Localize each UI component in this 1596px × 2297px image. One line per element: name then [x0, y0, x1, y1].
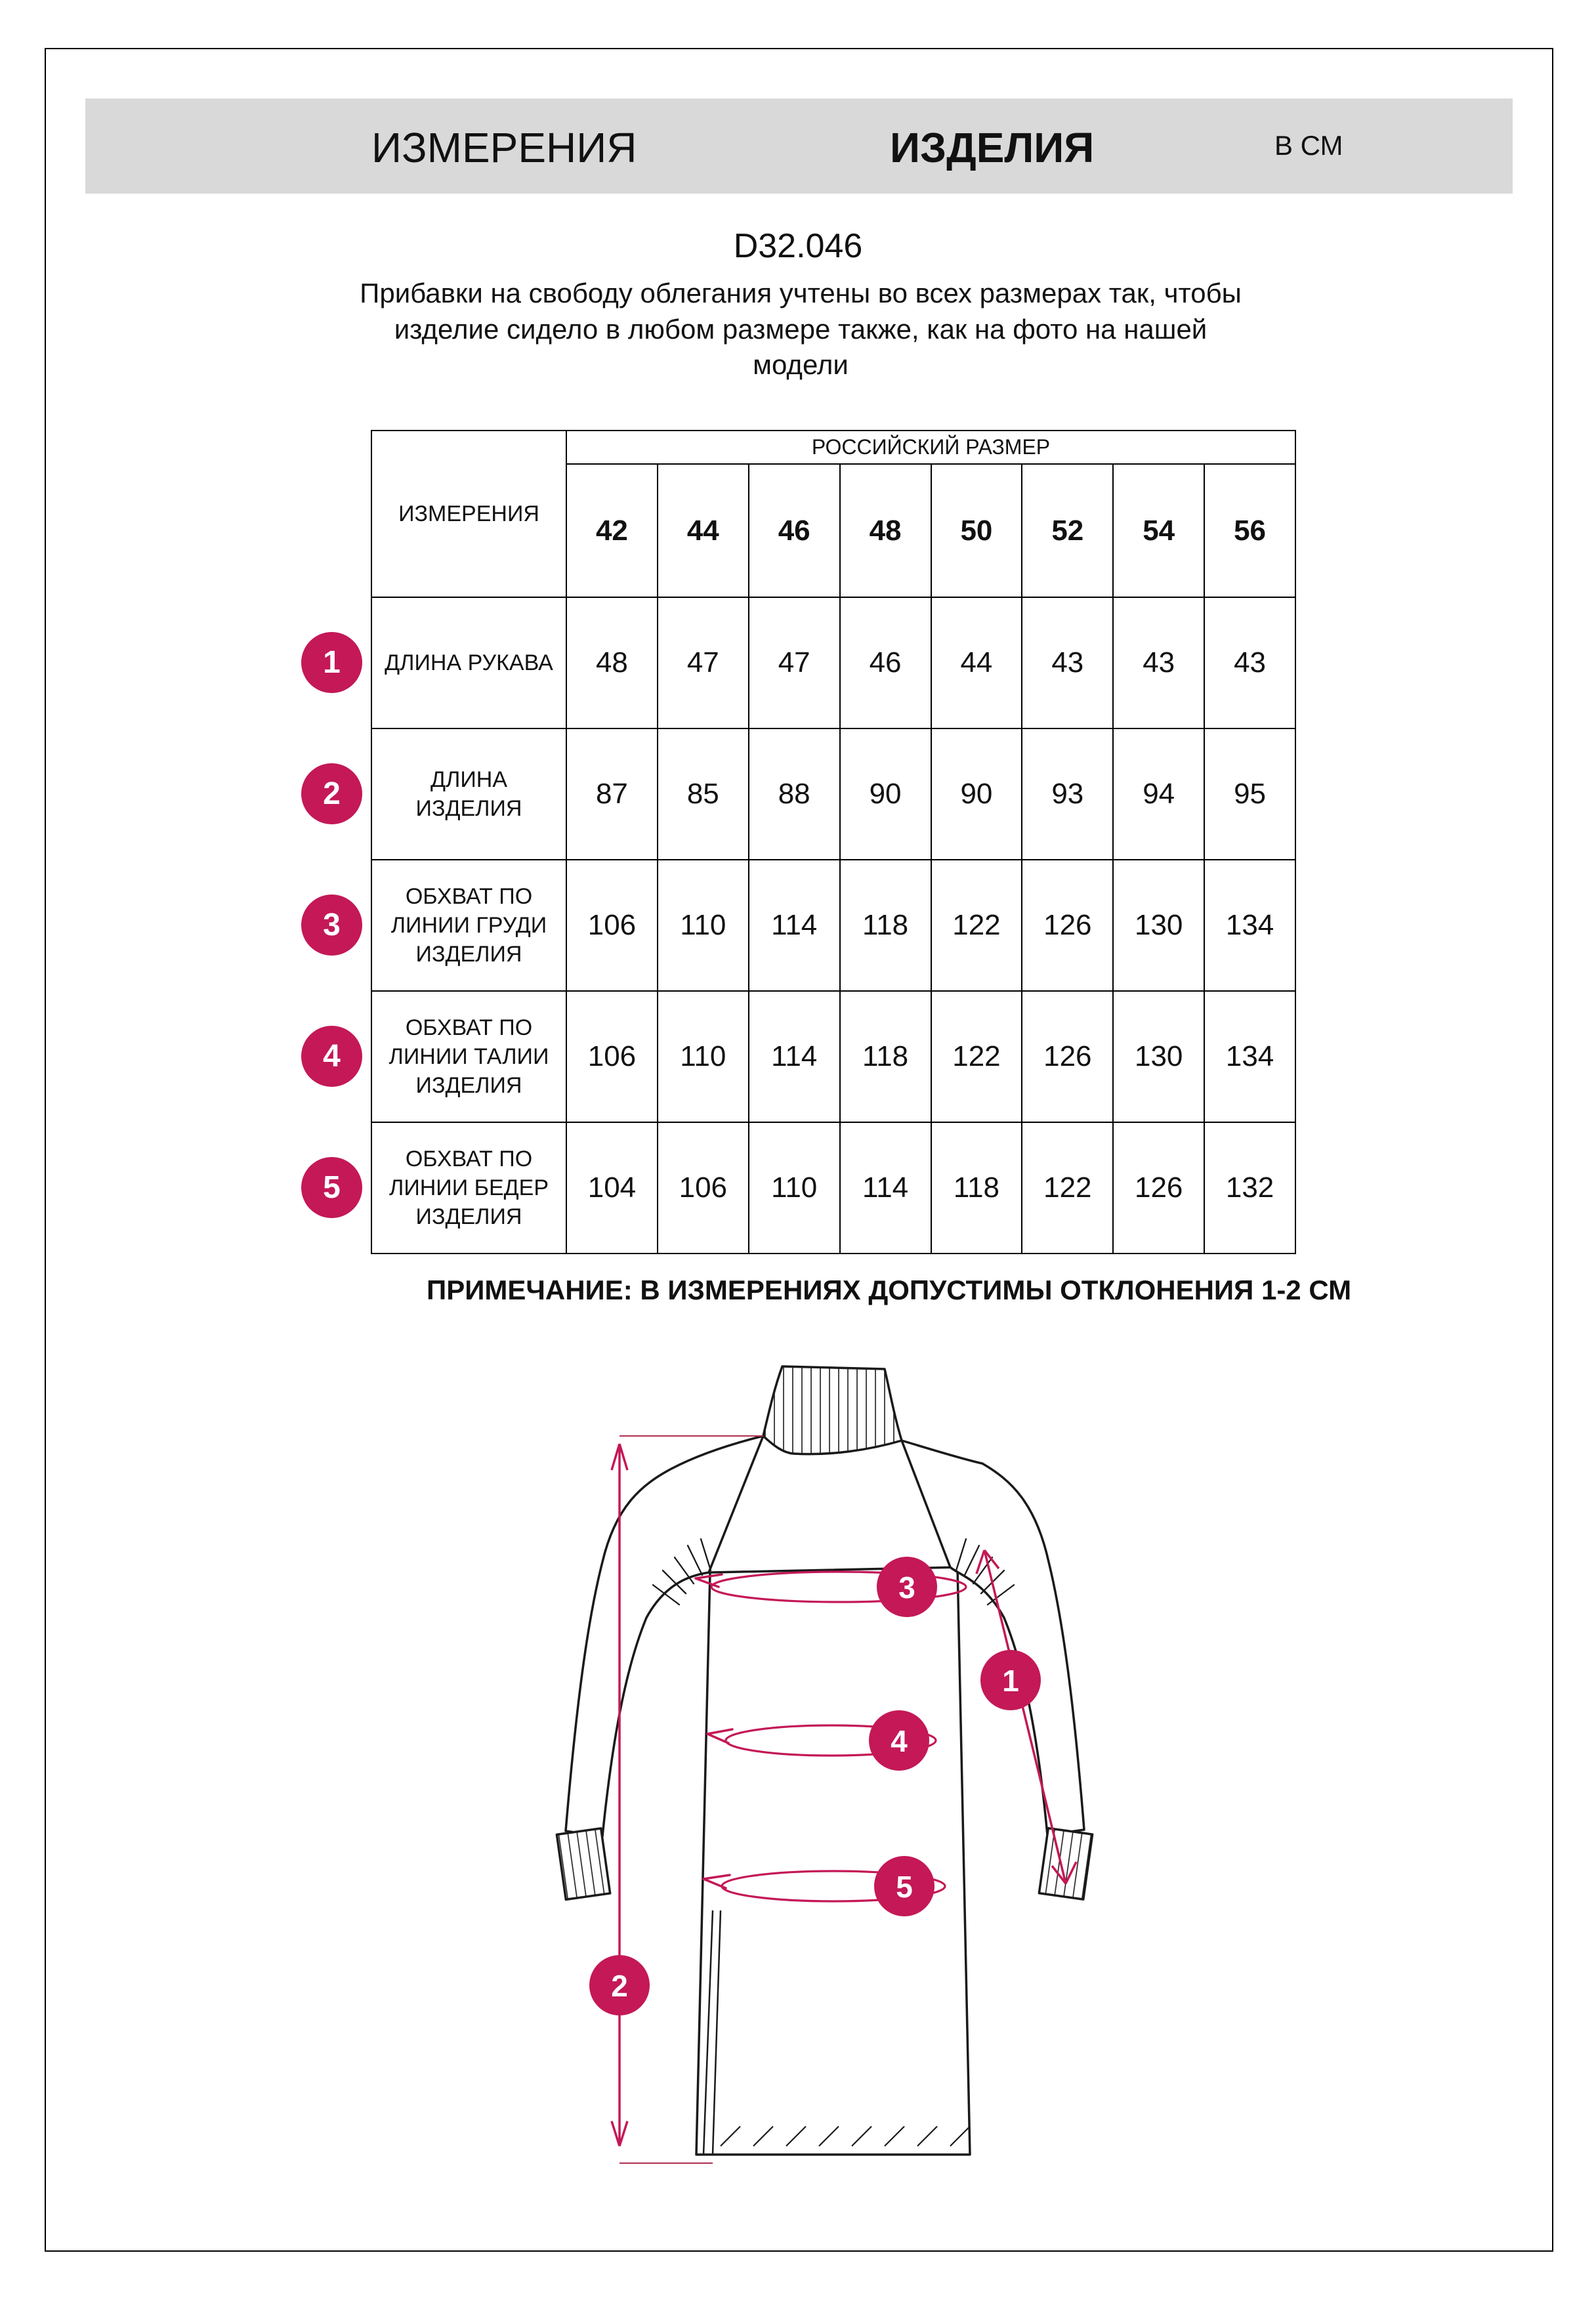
svg-text:4: 4 [891, 1724, 908, 1758]
svg-text:5: 5 [896, 1870, 913, 1904]
svg-text:3: 3 [898, 1570, 915, 1605]
svg-text:1: 1 [1002, 1664, 1019, 1698]
svg-text:2: 2 [611, 1969, 628, 2003]
